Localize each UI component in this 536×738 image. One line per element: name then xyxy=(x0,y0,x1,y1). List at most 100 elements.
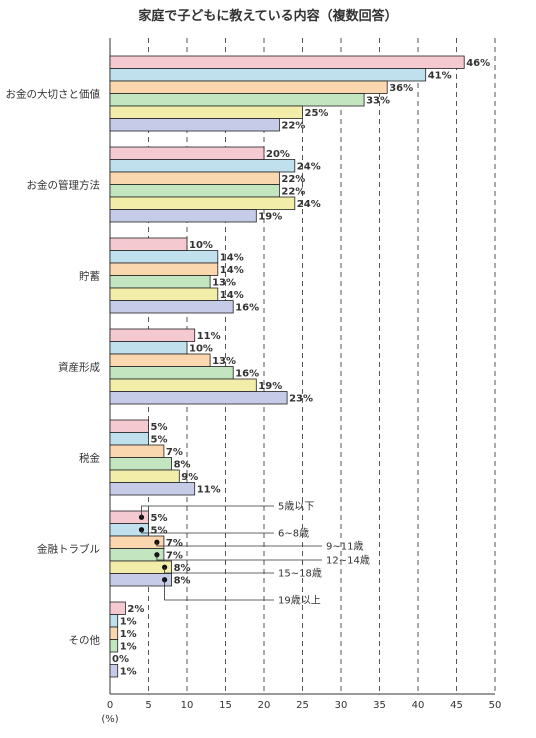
data-label: 24% xyxy=(297,162,321,173)
data-label: 25% xyxy=(305,108,329,119)
legend-label: 12~14歳 xyxy=(326,555,370,567)
data-label: 1% xyxy=(120,617,137,628)
data-label: 23% xyxy=(289,394,313,405)
x-tick-label: 15 xyxy=(219,700,232,711)
data-label: 10% xyxy=(189,240,213,251)
bar xyxy=(109,391,288,405)
x-tick-label: 0 xyxy=(107,700,113,711)
bar xyxy=(109,105,303,119)
bar xyxy=(109,444,165,458)
legend-callouts: 5歳以下 6~8歳 9~11歳 12~14歳 15~18歳 19歳以上 xyxy=(138,501,370,607)
bar xyxy=(109,184,280,198)
data-label: 36% xyxy=(389,83,413,94)
bar xyxy=(109,146,265,160)
bar xyxy=(109,601,126,615)
bar xyxy=(109,378,257,392)
bar xyxy=(109,664,119,678)
bar xyxy=(109,93,365,107)
bar xyxy=(109,366,234,380)
data-label: 10% xyxy=(189,344,213,355)
bar xyxy=(109,457,172,471)
data-label: 19% xyxy=(258,381,282,392)
bar xyxy=(109,573,172,587)
x-tick-label: 45 xyxy=(450,700,463,711)
bar xyxy=(109,482,196,496)
bar xyxy=(109,159,296,173)
category-label: お金の管理方法 xyxy=(27,179,101,192)
bar xyxy=(109,300,234,314)
bar xyxy=(109,287,219,301)
bar xyxy=(109,209,257,223)
bar xyxy=(109,80,388,94)
x-tick-label: 25 xyxy=(296,700,309,711)
data-label: 5% xyxy=(151,526,168,537)
x-axis: 0 5 10 15 20 25 30 35 40 45 50 (%) xyxy=(101,700,501,725)
data-label: 8% xyxy=(174,460,191,471)
x-tick-label: 35 xyxy=(373,700,386,711)
bar xyxy=(109,196,296,210)
data-labels: 46%41%36%33%25%22%20%24%22%22%24%19%10%1… xyxy=(112,58,490,678)
data-label: 1% xyxy=(120,642,137,653)
category-label: 金融トラブル xyxy=(37,543,100,556)
data-label: 20% xyxy=(266,149,290,160)
x-tick-label: 30 xyxy=(335,700,348,711)
x-axis-unit: (%) xyxy=(101,714,118,725)
bar xyxy=(109,68,427,82)
data-label: 1% xyxy=(120,629,137,640)
category-label: 税金 xyxy=(79,452,100,465)
bar xyxy=(109,250,219,264)
data-label: 16% xyxy=(235,303,259,314)
data-label: 7% xyxy=(166,551,183,562)
data-label: 1% xyxy=(120,667,137,678)
bar xyxy=(109,639,119,653)
data-label: 8% xyxy=(174,563,191,574)
category-label: お金の大切さと価値 xyxy=(6,88,101,101)
data-label: 19% xyxy=(258,212,282,223)
data-label: 22% xyxy=(281,187,305,198)
legend-label: 9~11歳 xyxy=(326,541,363,553)
data-label: 5% xyxy=(151,513,168,524)
legend-label: 6~8歳 xyxy=(278,528,309,540)
bar xyxy=(109,237,188,251)
data-label: 33% xyxy=(366,96,390,107)
chart-title: 家庭で子どもに教えている内容（複数回答） xyxy=(138,8,397,24)
legend-label: 5歳以下 xyxy=(278,501,314,513)
data-label: 0% xyxy=(112,654,129,665)
bar xyxy=(109,626,119,640)
legend-leader xyxy=(164,579,274,601)
bar xyxy=(109,275,211,289)
data-label: 11% xyxy=(197,331,221,342)
category-label: 貯蓄 xyxy=(79,271,100,283)
data-label: 7% xyxy=(166,447,183,458)
category-label: その他 xyxy=(69,634,101,647)
legend-leader xyxy=(156,554,322,561)
legend-leader xyxy=(141,505,274,518)
bar xyxy=(109,328,196,342)
category-label: 資産形成 xyxy=(58,361,100,374)
data-label: 16% xyxy=(235,369,259,380)
legend-leader xyxy=(141,529,274,534)
x-tick-label: 40 xyxy=(412,700,425,711)
x-tick-label: 50 xyxy=(489,700,502,711)
data-label: 13% xyxy=(212,356,236,367)
data-label: 46% xyxy=(466,58,490,69)
bar xyxy=(109,118,280,132)
bar xyxy=(109,432,149,446)
data-label: 14% xyxy=(220,265,244,276)
bar xyxy=(109,55,465,69)
legend-leader xyxy=(156,542,322,547)
data-label: 24% xyxy=(297,199,321,210)
bar xyxy=(109,353,211,367)
data-label: 14% xyxy=(220,253,244,264)
data-label: 41% xyxy=(428,71,452,82)
data-label: 5% xyxy=(151,422,168,433)
x-tick-label: 10 xyxy=(181,700,194,711)
bar xyxy=(109,262,219,276)
x-tick-label: 20 xyxy=(258,700,271,711)
bar xyxy=(109,419,149,433)
data-label: 13% xyxy=(212,278,236,289)
data-label: 14% xyxy=(220,290,244,301)
data-label: 22% xyxy=(281,121,305,132)
